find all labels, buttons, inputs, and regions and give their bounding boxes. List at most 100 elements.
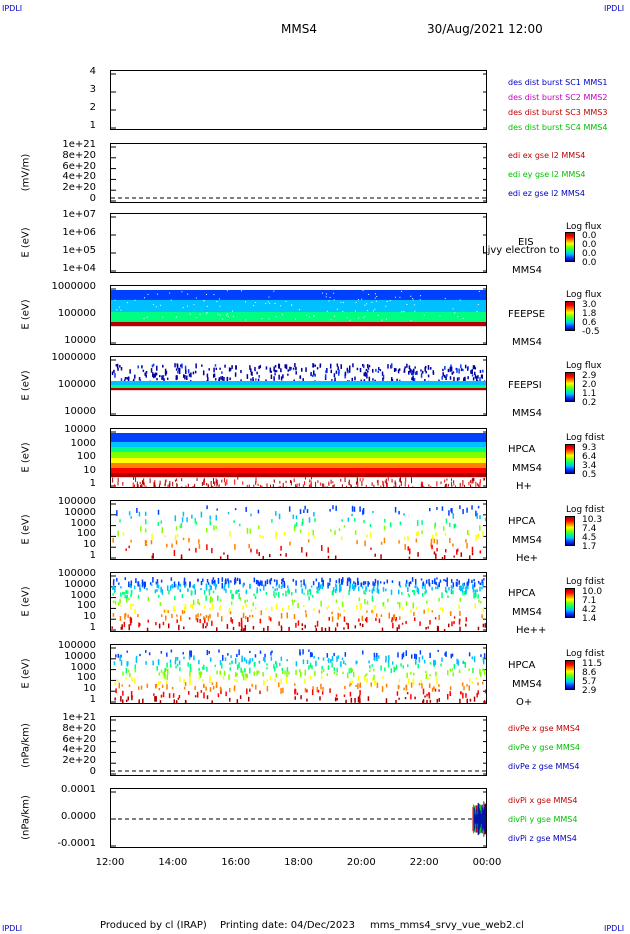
spectrogram-speck <box>372 677 374 682</box>
spectrogram-speck <box>342 660 345 664</box>
spectrogram-row <box>111 449 486 451</box>
spectrogram-speck <box>152 372 154 378</box>
spectrogram-speck <box>456 658 458 665</box>
spectrogram-speck <box>436 548 438 552</box>
spectrogram-speck <box>397 369 400 374</box>
spectrogram-speck <box>299 669 301 673</box>
spectrogram-speck <box>344 662 347 666</box>
spectrogram-speck <box>360 582 363 586</box>
spectrogram-speck <box>226 314 228 316</box>
spectrogram-speck <box>176 534 179 538</box>
spectrogram-speck <box>265 591 268 595</box>
spectrogram-speck <box>421 683 423 689</box>
spectrogram-speck <box>134 664 137 670</box>
spectrogram-speck <box>473 578 475 582</box>
colorbar-value: 3.0 <box>582 300 597 310</box>
footer-printing-date: Printing date: 04/Dec/2023 <box>220 920 356 931</box>
spectrogram-speck <box>433 686 435 690</box>
spectrogram-speck <box>200 511 203 518</box>
spectrogram-speck <box>382 602 385 607</box>
spectrogram-speck <box>408 548 411 555</box>
spectrogram-speck <box>371 482 373 486</box>
spectrogram-speck <box>236 679 238 683</box>
spectrogram-speck <box>176 363 178 366</box>
spectrogram-speck <box>314 373 316 377</box>
spectrogram-speck <box>337 655 340 659</box>
spectrogram-speck <box>325 293 327 295</box>
spectrogram-speck <box>399 478 401 482</box>
spectrogram-speck <box>202 623 204 629</box>
spectrogram-speck <box>167 668 169 675</box>
spectrogram-speck <box>116 510 118 517</box>
spectrogram-speck <box>369 524 372 528</box>
spectrogram-speck <box>438 698 441 702</box>
spectrogram-speck <box>176 656 179 661</box>
spectrogram-speck <box>125 590 127 594</box>
spectrogram-speck <box>240 369 242 374</box>
colorbar-value: 2.9 <box>582 686 597 696</box>
spacecraft-label: MMS4 <box>512 337 542 348</box>
spectrogram-speck <box>464 662 467 668</box>
spectrogram-speck <box>438 614 440 620</box>
spectrogram-speck <box>462 692 464 699</box>
spectrogram-row <box>111 381 486 383</box>
spectrogram-speck <box>377 479 379 486</box>
spectrogram-speck <box>450 579 453 583</box>
spectrogram-speck <box>128 624 130 631</box>
spectrogram-speck <box>258 375 260 378</box>
spectrogram-speck <box>335 370 338 374</box>
spectrogram-speck <box>414 584 417 588</box>
spectrogram-speck <box>449 537 451 544</box>
spectrogram-speck <box>481 681 484 685</box>
spectrogram-speck <box>299 375 302 379</box>
spectrogram-speck <box>416 520 419 526</box>
spectrogram-speck <box>427 677 430 680</box>
panel-plot-area <box>111 359 486 415</box>
y-tick-label: 100 <box>76 672 96 684</box>
spectrogram-speck <box>403 513 405 516</box>
spectrogram-speck <box>375 613 378 617</box>
spectrogram-speck <box>385 478 387 485</box>
spectrogram-speck <box>371 589 374 594</box>
spectrogram-speck <box>426 693 428 697</box>
spectrogram-speck <box>420 369 422 372</box>
spectrogram-speck <box>281 314 283 316</box>
spectrogram-speck <box>285 676 288 682</box>
spectrogram-speck <box>169 659 172 663</box>
spectrogram-speck <box>166 543 168 548</box>
y-tick-label: 4 <box>89 66 96 77</box>
spectrogram-speck <box>329 578 331 582</box>
spectrogram-speck <box>468 652 471 657</box>
y-tick-label: 8e+20 <box>62 722 96 734</box>
spectrogram-speck <box>384 518 386 523</box>
spectrogram-speck <box>203 480 205 485</box>
spectrogram-speck <box>356 577 359 582</box>
spectrogram-speck <box>183 582 186 586</box>
spectrogram-speck <box>268 615 270 621</box>
spectrogram-speck <box>381 627 384 631</box>
spectrogram-speck <box>295 622 297 628</box>
spectrogram-row <box>111 454 486 456</box>
spectrogram-row <box>111 456 486 458</box>
spectrogram-speck <box>440 481 442 485</box>
spectrogram-speck <box>340 364 342 369</box>
spectrogram-speck <box>436 698 439 703</box>
spectrogram-speck <box>271 650 273 653</box>
spectrogram-speck <box>188 691 190 695</box>
spacecraft-label: MMS4 <box>512 463 542 474</box>
spectrogram-speck <box>214 486 216 487</box>
spectrogram-speck <box>434 688 437 692</box>
spectrogram-speck <box>165 668 168 671</box>
spectrogram-speck <box>191 604 194 609</box>
spectrogram-speck <box>363 590 365 595</box>
spectrogram-speck <box>234 578 236 585</box>
spectrogram-speck <box>466 698 469 703</box>
spectrogram-speck <box>462 317 464 319</box>
spectrogram-speck <box>460 552 463 557</box>
spectrogram-speck <box>111 626 113 629</box>
spectrogram-speck <box>423 609 425 614</box>
spectrogram-speck <box>235 590 237 595</box>
spectrogram-speck <box>176 483 178 487</box>
spectrogram-speck <box>336 667 338 673</box>
spectrogram-speck <box>231 619 234 624</box>
